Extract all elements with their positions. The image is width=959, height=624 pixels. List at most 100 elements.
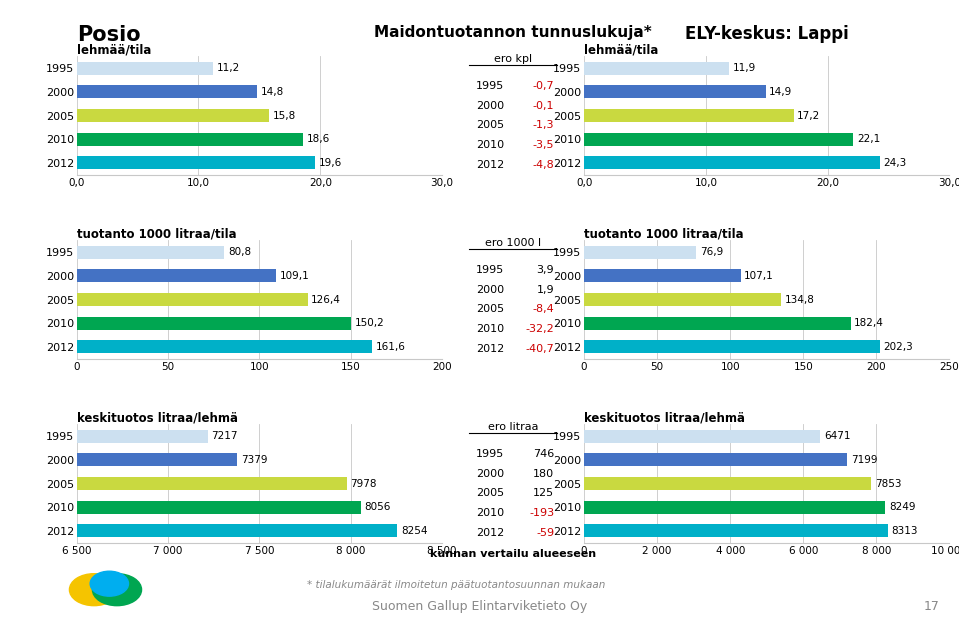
Text: 7199: 7199 [851, 455, 877, 465]
Text: 8056: 8056 [364, 502, 391, 512]
Text: 6471: 6471 [824, 431, 851, 441]
Text: -32,2: -32,2 [526, 324, 554, 334]
Text: 109,1: 109,1 [280, 271, 310, 281]
Bar [77, 524, 397, 537]
Text: 107,1: 107,1 [744, 271, 774, 281]
Bar [77, 270, 276, 282]
Bar [584, 270, 740, 282]
Text: 2005: 2005 [476, 120, 504, 130]
Text: 2010: 2010 [476, 508, 504, 518]
Text: 3,9: 3,9 [536, 265, 554, 275]
Text: 2000: 2000 [476, 100, 504, 110]
Text: 8254: 8254 [401, 526, 428, 536]
Bar [77, 133, 303, 146]
Bar [77, 246, 224, 258]
Text: 2000: 2000 [476, 469, 504, 479]
Bar [77, 293, 308, 306]
Text: * tilalukumäärät ilmoitetun päätuotantosuunnan mukaan: * tilalukumäärät ilmoitetun päätuotantos… [307, 580, 605, 590]
Bar [584, 429, 821, 442]
Text: 17,2: 17,2 [797, 110, 821, 120]
Text: 2012: 2012 [476, 160, 504, 170]
Text: 2000: 2000 [476, 285, 504, 295]
Text: -3,5: -3,5 [532, 140, 554, 150]
Bar [584, 317, 851, 329]
Bar [584, 133, 854, 146]
Text: 746: 746 [533, 449, 554, 459]
Text: 1995: 1995 [476, 449, 504, 459]
Text: tuotanto 1000 litraa/tila: tuotanto 1000 litraa/tila [77, 227, 236, 240]
Text: 2010: 2010 [476, 140, 504, 150]
Bar [584, 453, 847, 466]
Text: 8249: 8249 [889, 502, 916, 512]
Text: 2005: 2005 [476, 489, 504, 499]
Text: 125: 125 [533, 489, 554, 499]
Text: -0,1: -0,1 [532, 100, 554, 110]
Text: ero kpl: ero kpl [494, 54, 532, 64]
Bar [77, 453, 237, 466]
Text: ELY-keskus: Lappi: ELY-keskus: Lappi [685, 25, 849, 43]
Bar [584, 109, 793, 122]
Text: 76,9: 76,9 [700, 247, 723, 257]
Bar [584, 62, 729, 75]
Bar [584, 477, 871, 490]
Text: 180: 180 [533, 469, 554, 479]
Text: 17: 17 [924, 600, 940, 613]
Text: -4,8: -4,8 [532, 160, 554, 170]
Text: keskituotos litraa/lehmä: keskituotos litraa/lehmä [584, 411, 745, 424]
Bar [77, 341, 372, 353]
Text: 24,3: 24,3 [883, 158, 907, 168]
Text: 7978: 7978 [350, 479, 377, 489]
Text: 202,3: 202,3 [883, 342, 913, 352]
Bar [77, 429, 208, 442]
Text: 1995: 1995 [476, 81, 504, 91]
Text: 134,8: 134,8 [784, 295, 814, 305]
Bar [77, 85, 257, 99]
Text: lehmää/tila: lehmää/tila [584, 43, 659, 56]
Text: -0,7: -0,7 [532, 81, 554, 91]
Text: kunnan vertailu alueeseen: kunnan vertailu alueeseen [430, 549, 596, 559]
Bar [584, 524, 888, 537]
Text: 7853: 7853 [875, 479, 901, 489]
Text: ero 1000 l: ero 1000 l [485, 238, 541, 248]
Text: keskituotos litraa/lehmä: keskituotos litraa/lehmä [77, 411, 238, 424]
Text: -193: -193 [529, 508, 554, 518]
Text: lehmää/tila: lehmää/tila [77, 43, 152, 56]
Text: 126,4: 126,4 [312, 295, 341, 305]
Text: 161,6: 161,6 [376, 342, 406, 352]
Text: 14,8: 14,8 [261, 87, 284, 97]
Text: 7217: 7217 [211, 431, 238, 441]
Bar [77, 317, 351, 329]
Text: 19,6: 19,6 [319, 158, 342, 168]
Text: 2012: 2012 [476, 344, 504, 354]
Text: 80,8: 80,8 [228, 247, 251, 257]
Text: 150,2: 150,2 [355, 318, 385, 328]
Bar [584, 246, 696, 258]
Text: Maidontuotannon tunnuslukuja*: Maidontuotannon tunnuslukuja* [374, 25, 652, 40]
Bar [584, 85, 765, 99]
Bar [77, 500, 361, 514]
Bar [584, 293, 781, 306]
Text: 7379: 7379 [241, 455, 268, 465]
Text: Posio: Posio [77, 25, 140, 45]
Text: 8313: 8313 [892, 526, 918, 536]
Text: 1,9: 1,9 [536, 285, 554, 295]
Bar [584, 500, 885, 514]
Circle shape [92, 573, 142, 606]
Text: -59: -59 [536, 528, 554, 538]
Text: 2010: 2010 [476, 324, 504, 334]
Text: 182,4: 182,4 [854, 318, 884, 328]
Text: 18,6: 18,6 [307, 134, 330, 144]
Text: 11,2: 11,2 [217, 63, 240, 73]
Text: 1995: 1995 [476, 265, 504, 275]
Text: ero litraa: ero litraa [488, 422, 538, 432]
Bar [77, 109, 269, 122]
Text: 2012: 2012 [476, 528, 504, 538]
Bar [584, 157, 880, 170]
Text: 22,1: 22,1 [856, 134, 880, 144]
Text: Suomen Gallup Elintarviketieto Oy: Suomen Gallup Elintarviketieto Oy [372, 600, 587, 613]
Text: -8,4: -8,4 [532, 305, 554, 314]
Bar [77, 477, 347, 490]
Circle shape [90, 571, 129, 596]
Text: tuotanto 1000 litraa/tila: tuotanto 1000 litraa/tila [584, 227, 744, 240]
Bar [584, 341, 879, 353]
